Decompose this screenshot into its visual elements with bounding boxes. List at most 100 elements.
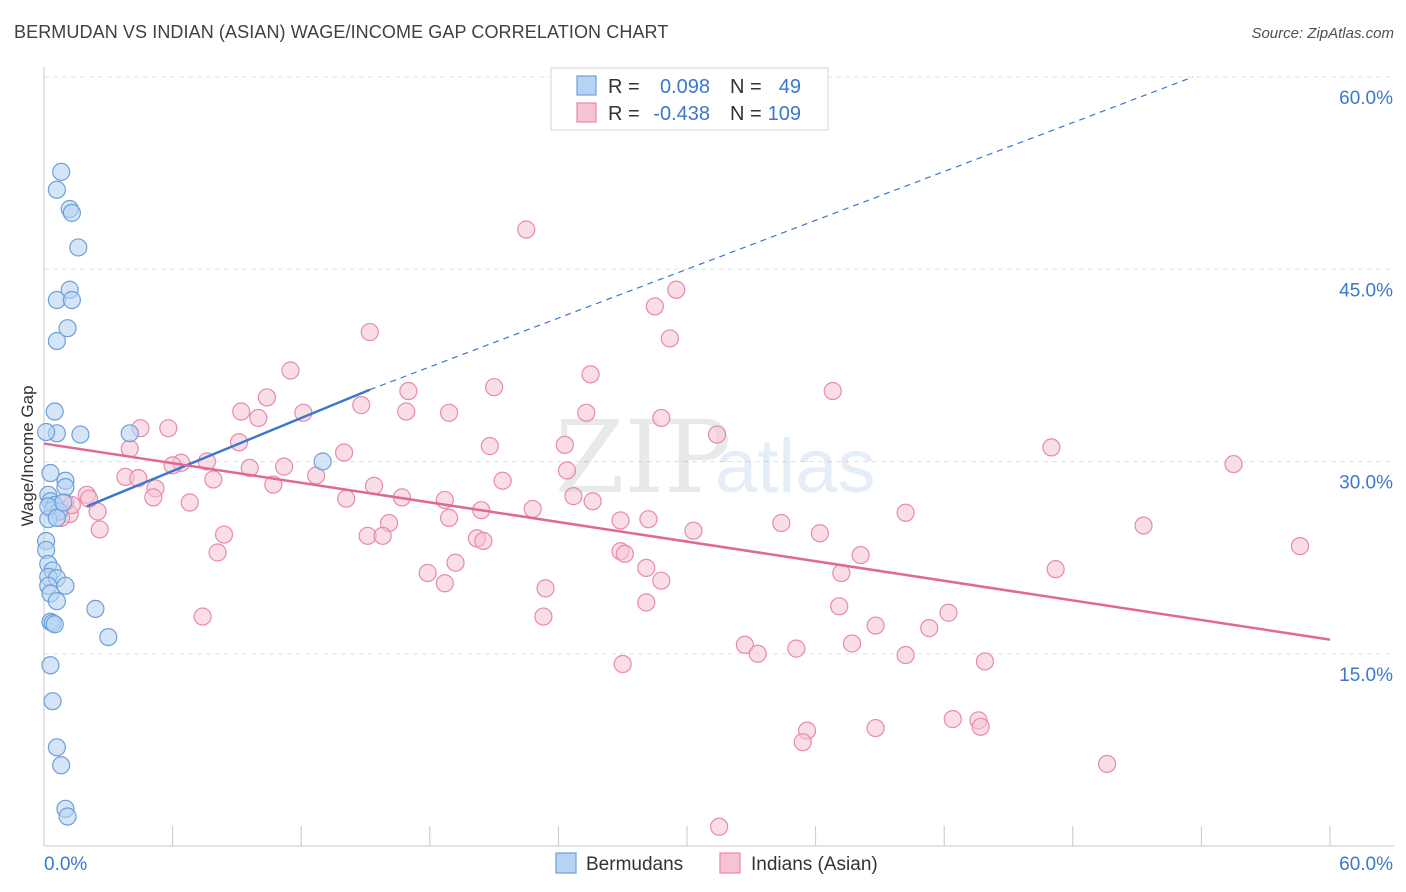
data-point-indians: [160, 420, 177, 437]
data-point-indians: [582, 366, 599, 383]
scatter-chart: ZIP atlas 15.0%30.0%45.0%60.0%0.0% 60.0% …: [0, 0, 1406, 892]
legend-bermudans-swatch: [556, 853, 576, 873]
data-point-indians: [556, 436, 573, 453]
data-point-indians: [494, 472, 511, 489]
legend-indians-label: Indians (Asian): [751, 854, 878, 875]
data-point-indians: [250, 409, 267, 426]
data-point-indians: [749, 645, 766, 662]
data-point-indians: [258, 389, 275, 406]
x-tick-label: 60.0%: [1339, 854, 1393, 875]
data-point-indians: [537, 580, 554, 597]
data-point-bermudans: [48, 739, 65, 756]
n-value-indians: 109: [768, 103, 801, 125]
data-point-indians: [640, 511, 657, 528]
data-point-indians: [852, 547, 869, 564]
legend-indians-swatch: [720, 853, 740, 873]
data-point-bermudans: [48, 181, 65, 198]
data-point-indians: [646, 298, 663, 315]
y-tick-label: 15.0%: [1339, 665, 1393, 686]
y-tick-label: 60.0%: [1339, 88, 1393, 109]
legend-bermudans-label: Bermudans: [586, 854, 683, 875]
data-point-bermudans: [46, 403, 63, 420]
data-point-indians: [447, 554, 464, 571]
data-point-indians: [205, 471, 222, 488]
data-point-indians: [282, 362, 299, 379]
data-point-indians: [1099, 755, 1116, 772]
data-point-bermudans: [63, 204, 80, 221]
data-point-indians: [824, 383, 841, 400]
data-point-bermudans: [100, 629, 117, 646]
data-point-indians: [578, 404, 595, 421]
data-point-bermudans: [63, 292, 80, 309]
data-point-indians: [91, 521, 108, 538]
series-legend: Bermudans Indians (Asian): [556, 853, 878, 875]
data-point-indians: [921, 620, 938, 637]
data-point-bermudans: [48, 593, 65, 610]
data-point-indians: [794, 734, 811, 751]
data-point-indians: [1291, 538, 1308, 555]
n-label-bermudans: N =: [730, 76, 762, 98]
data-point-indians: [844, 635, 861, 652]
data-point-indians: [475, 532, 492, 549]
data-point-indians: [535, 608, 552, 625]
data-point-indians: [685, 522, 702, 539]
data-point-indians: [419, 565, 436, 582]
n-label-indians: N =: [730, 103, 762, 125]
data-point-indians: [276, 458, 293, 475]
data-point-bermudans: [59, 808, 76, 825]
data-point-bermudans: [55, 494, 72, 511]
data-point-indians: [518, 221, 535, 238]
data-point-bermudans: [53, 757, 70, 774]
data-point-indians: [441, 509, 458, 526]
data-point-indians: [565, 488, 582, 505]
data-point-indians: [584, 493, 601, 510]
data-point-indians: [1225, 456, 1242, 473]
data-point-indians: [944, 711, 961, 728]
data-point-bermudans: [42, 657, 59, 674]
data-point-bermudans: [121, 425, 138, 442]
data-point-indians: [661, 330, 678, 347]
watermark-atlas: atlas: [715, 424, 876, 509]
r-label-bermudans: R =: [608, 76, 640, 98]
data-point-indians: [361, 324, 378, 341]
data-point-bermudans: [57, 479, 74, 496]
r-value-bermudans: 0.098: [660, 76, 710, 98]
data-point-indians: [867, 720, 884, 737]
data-point-indians: [638, 594, 655, 611]
data-point-indians: [145, 489, 162, 506]
data-point-indians: [353, 397, 370, 414]
data-point-indians: [653, 572, 670, 589]
data-point-indians: [616, 545, 633, 562]
data-point-indians: [398, 403, 415, 420]
data-point-indians: [612, 512, 629, 529]
data-point-indians: [441, 404, 458, 421]
data-point-indians: [436, 575, 453, 592]
data-point-indians: [788, 640, 805, 657]
data-point-indians: [867, 617, 884, 634]
data-point-bermudans: [314, 453, 331, 470]
data-point-bermudans: [42, 465, 59, 482]
data-point-indians: [897, 647, 914, 664]
data-point-indians: [336, 444, 353, 461]
data-point-bermudans: [72, 426, 89, 443]
data-point-bermudans: [70, 239, 87, 256]
data-point-indians: [638, 559, 655, 576]
data-point-indians: [940, 604, 957, 621]
data-point-indians: [233, 403, 250, 420]
r-value-indians: -0.438: [653, 103, 710, 125]
data-point-indians: [897, 504, 914, 521]
data-point-bermudans: [57, 577, 74, 594]
data-point-indians: [374, 527, 391, 544]
data-point-indians: [711, 818, 728, 835]
data-point-indians: [1135, 517, 1152, 534]
data-point-indians: [811, 525, 828, 542]
data-point-indians: [653, 409, 670, 426]
data-point-indians: [1043, 439, 1060, 456]
data-point-indians: [194, 608, 211, 625]
data-point-indians: [524, 500, 541, 517]
data-point-bermudans: [48, 333, 65, 350]
y-tick-label: 45.0%: [1339, 280, 1393, 301]
data-point-indians: [486, 379, 503, 396]
r-label-indians: R =: [608, 103, 640, 125]
data-point-bermudans: [46, 616, 63, 633]
